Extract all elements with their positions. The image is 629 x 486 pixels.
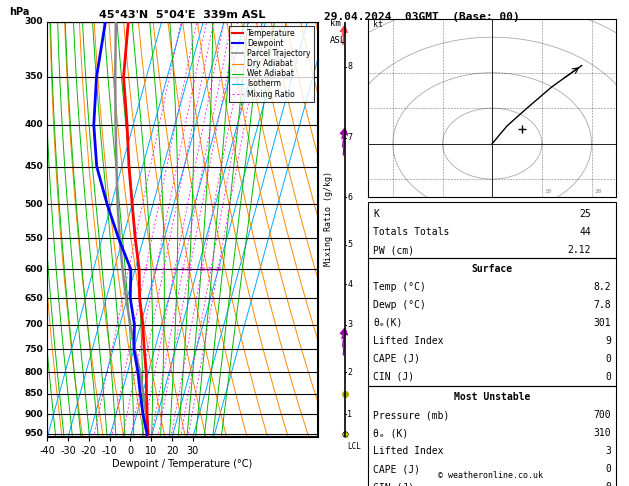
Text: θₑ(K): θₑ(K) [373,318,403,328]
Text: CAPE (J): CAPE (J) [373,354,420,364]
Text: 900: 900 [25,410,43,419]
Text: 10: 10 [544,189,552,194]
Text: 301: 301 [594,318,611,328]
Text: 15: 15 [198,267,206,272]
Text: 350: 350 [25,72,43,82]
Text: hPa: hPa [9,7,30,17]
Text: K: K [373,209,379,219]
Text: km: km [330,19,341,29]
Text: 29.04.2024  03GMT  (Base: 00): 29.04.2024 03GMT (Base: 00) [324,12,520,22]
Text: Lifted Index: Lifted Index [373,446,443,456]
Text: 2: 2 [143,267,148,272]
Text: 25: 25 [579,209,591,219]
Text: 5: 5 [347,241,352,249]
Text: 0: 0 [606,464,611,474]
Text: 7.8: 7.8 [594,300,611,310]
Text: 3: 3 [606,446,611,456]
Text: 6: 6 [347,192,352,202]
Text: 7: 7 [347,133,352,142]
Text: 950: 950 [25,429,43,438]
Text: 700: 700 [25,320,43,329]
Text: © weatheronline.co.uk: © weatheronline.co.uk [438,471,543,480]
Text: Totals Totals: Totals Totals [373,227,449,237]
Text: 850: 850 [25,389,43,399]
Text: 650: 650 [25,294,43,303]
Text: CIN (J): CIN (J) [373,482,414,486]
Text: 0: 0 [606,354,611,364]
Text: Most Unstable: Most Unstable [454,392,530,402]
Text: 0: 0 [606,372,611,382]
Text: Surface: Surface [472,264,513,274]
Text: 450: 450 [25,162,43,171]
Text: PW (cm): PW (cm) [373,245,414,255]
Legend: Temperature, Dewpoint, Parcel Trajectory, Dry Adiabat, Wet Adiabat, Isotherm, Mi: Temperature, Dewpoint, Parcel Trajectory… [229,26,314,102]
Text: 9: 9 [606,336,611,346]
Text: kt: kt [373,19,383,29]
Text: 44: 44 [579,227,591,237]
Title: 45°43'N  5°04'E  339m ASL: 45°43'N 5°04'E 339m ASL [99,10,265,20]
Text: 1: 1 [126,267,131,272]
Text: 600: 600 [25,265,43,274]
Text: Temp (°C): Temp (°C) [373,282,426,292]
Text: 2.12: 2.12 [568,245,591,255]
Text: 25: 25 [214,267,222,272]
Text: 20: 20 [207,267,214,272]
Text: 20: 20 [594,189,601,194]
Text: 310: 310 [594,428,611,438]
Text: Lifted Index: Lifted Index [373,336,443,346]
Text: 800: 800 [25,368,43,377]
X-axis label: Dewpoint / Temperature (°C): Dewpoint / Temperature (°C) [113,459,252,469]
Text: LCL: LCL [347,442,361,451]
Text: CIN (J): CIN (J) [373,372,414,382]
Text: 8.2: 8.2 [594,282,611,292]
Text: 10: 10 [186,267,194,272]
Text: 8: 8 [181,267,185,272]
Text: Dewp (°C): Dewp (°C) [373,300,426,310]
Text: 6: 6 [173,267,177,272]
Text: 8: 8 [347,62,352,71]
Text: 400: 400 [25,120,43,129]
Text: 750: 750 [25,345,43,354]
Text: 550: 550 [25,234,43,243]
Text: 3: 3 [154,267,158,272]
Text: 4: 4 [347,279,352,289]
Text: 1: 1 [347,410,352,419]
Text: Pressure (mb): Pressure (mb) [373,410,449,420]
Text: 500: 500 [25,200,43,209]
Text: ASL: ASL [330,36,347,46]
Text: 300: 300 [25,17,43,26]
Text: 4: 4 [162,267,165,272]
Text: 3: 3 [347,320,352,329]
Text: θₑ (K): θₑ (K) [373,428,408,438]
Text: Mixing Ratio (g/kg): Mixing Ratio (g/kg) [324,171,333,266]
Text: 0: 0 [606,482,611,486]
Text: 700: 700 [594,410,611,420]
Text: CAPE (J): CAPE (J) [373,464,420,474]
Text: 2: 2 [347,368,352,377]
